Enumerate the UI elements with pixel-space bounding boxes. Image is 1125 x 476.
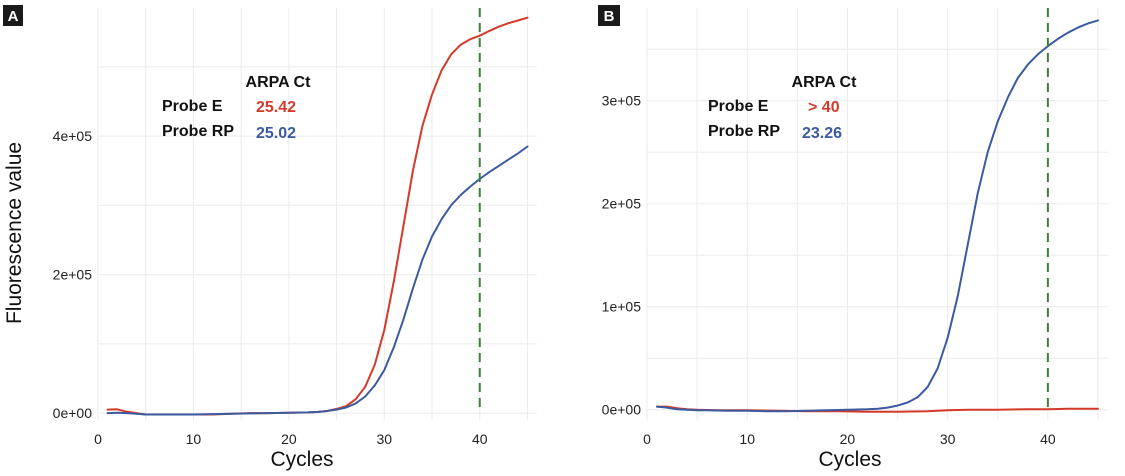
- panel-a-annotation-title: ARPA Ct: [246, 74, 312, 91]
- panel-b-y-tick-label: 3e+05: [602, 93, 642, 109]
- panel-a-annotation-ct-e: 25.42: [256, 99, 296, 116]
- panel-a-annotation-ct-rp: 25.02: [256, 125, 296, 142]
- panel-a: A 0e+00 2e+05 4e+05 0 10 20 30 40 Cycles Fluor…: [3, 5, 537, 471]
- panel-b-x-tick-label: 40: [1040, 431, 1056, 447]
- panel-b-x-axis-title: Cycles: [818, 448, 881, 471]
- panel-b-y-ticks: 0e+00 1e+05 2e+05 3e+05: [602, 93, 642, 418]
- panel-b-y-tick-label: 1e+05: [602, 299, 642, 315]
- panel-a-x-tick-label: 30: [377, 431, 393, 447]
- panel-b-x-tick-label: 20: [840, 431, 856, 447]
- panel-a-annotation-probe-rp: Probe RP: [162, 123, 234, 140]
- panel-a-y-ticks: 0e+00 2e+05 4e+05: [53, 128, 93, 421]
- panel-a-x-tick-label: 0: [94, 431, 102, 447]
- panel-b-x-tick-label: 10: [739, 431, 755, 447]
- panel-b-series-probe-rp: [656, 19, 1099, 413]
- panel-a-label-box: [3, 5, 23, 26]
- panel-a-grid: [97, 8, 537, 420]
- panel-b-y-tick-label: 0e+00: [602, 402, 642, 418]
- panel-b-label-box: [598, 5, 620, 26]
- panel-a-y-tick-label: 2e+05: [53, 267, 93, 283]
- panel-b-annotation: ARPA Ct Probe E > 40 Probe RP 23.26: [708, 74, 857, 142]
- panel-a-series-probe-rp: [106, 145, 529, 416]
- panel-b-annotation-probe-e: Probe E: [708, 98, 769, 115]
- panel-a-x-tick-label: 10: [186, 431, 202, 447]
- panel-a-x-tick-label: 20: [281, 431, 297, 447]
- panel-a-x-ticks: 0 10 20 30 40: [94, 431, 488, 447]
- panel-b-x-tick-label: 30: [940, 431, 956, 447]
- panel-b-series: [656, 19, 1099, 413]
- panel-b-x-ticks: 0 10 20 30 40: [643, 431, 1056, 447]
- panel-b-y-tick-label: 2e+05: [602, 196, 642, 212]
- panel-a-label: A: [8, 8, 19, 25]
- panel-b-annotation-ct-e: > 40: [808, 99, 840, 116]
- panel-a-x-tick-label: 40: [472, 431, 488, 447]
- panel-b-x-tick-label: 0: [643, 431, 651, 447]
- panel-a-annotation-probe-e: Probe E: [162, 98, 223, 115]
- panel-a-series: [106, 16, 529, 416]
- panel-b-label: B: [604, 8, 615, 25]
- panel-b-annotation-ct-rp: 23.26: [802, 125, 842, 142]
- panel-a-x-axis-title: Cycles: [270, 448, 333, 471]
- panel-b-annotation-title: ARPA Ct: [792, 74, 858, 91]
- panel-a-annotation: ARPA Ct Probe E 25.42 Probe RP 25.02: [162, 74, 311, 142]
- panel-a-series-probe-e: [106, 16, 529, 416]
- panel-b-annotation-probe-rp: Probe RP: [708, 123, 780, 140]
- panel-a-y-tick-label: 0e+00: [53, 405, 93, 421]
- panel-b-grid: [646, 8, 1108, 420]
- panel-a-y-tick-label: 4e+05: [53, 128, 93, 144]
- panel-a-y-axis-title: Fluorescence value: [3, 142, 26, 324]
